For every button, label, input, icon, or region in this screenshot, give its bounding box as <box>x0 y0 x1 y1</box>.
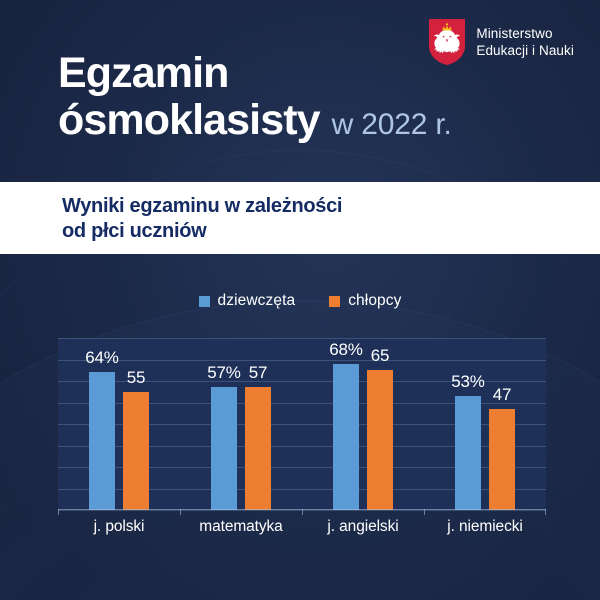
title-line-1: Egzamin <box>58 49 229 97</box>
gridline <box>58 381 546 382</box>
bar-value-label: 47 <box>492 384 512 404</box>
bar-value-label: 65 <box>370 346 390 366</box>
legend-swatch-boys <box>329 295 341 307</box>
category-label: j. niemiecki <box>447 518 523 535</box>
x-axis-tick <box>424 509 425 515</box>
title-year-suffix: w 2022 r. <box>331 108 452 141</box>
legend-label-girls: dziewczęta <box>217 292 296 309</box>
x-axis-tick <box>58 509 59 515</box>
x-axis-tick <box>545 509 546 515</box>
header: Ministerstwo Edukacji i Nauki Egzamin ós… <box>0 0 600 182</box>
bar-value-label: 55 <box>126 367 146 387</box>
bar-dziewczęta[interactable]: 53% <box>451 372 485 510</box>
bar-group: 64% 55 <box>58 338 180 510</box>
gridline <box>58 445 546 447</box>
subtitle-text: Wyniki egzaminu w zależności od płci ucz… <box>62 195 343 242</box>
gridline <box>58 359 546 361</box>
gridline <box>58 467 546 468</box>
ministry-logo-text: Ministerstwo Edukacji i Nauki <box>476 26 574 58</box>
gridline <box>58 402 546 404</box>
legend-item-boys: chłopcy <box>329 292 401 310</box>
bar-chłopcy[interactable]: 55 <box>123 368 149 510</box>
legend-label-boys: chłopcy <box>348 292 402 309</box>
bar-value-label: 64% <box>85 348 119 368</box>
bar-dziewczęta[interactable]: 64% <box>85 348 119 510</box>
category-label: j. polski <box>93 518 145 535</box>
bar-chłopcy[interactable]: 65 <box>367 346 393 510</box>
chart: dziewczęta chłopcy 64% 55 57% 57 68% 65 53% 47 … <box>0 254 600 600</box>
legend-swatch-girls <box>198 295 210 307</box>
x-axis-tick <box>180 509 181 515</box>
x-axis-tick <box>302 509 303 515</box>
gridline <box>58 424 546 425</box>
legend-item-girls: dziewczęta <box>198 292 296 310</box>
bar-group: 68% 65 <box>302 338 424 510</box>
bar-value-label: 68% <box>329 339 363 359</box>
chart-legend: dziewczęta chłopcy <box>0 292 600 310</box>
category-label: j. angielski <box>327 518 399 535</box>
bar-group: 53% 47 <box>424 338 546 510</box>
gridline <box>58 338 546 339</box>
bar-group: 57% 57 <box>180 338 302 510</box>
plot-area: 64% 55 57% 57 68% 65 53% 47 <box>58 338 546 515</box>
bar-value-label: 57% <box>207 363 241 383</box>
subtitle-band: Wyniki egzaminu w zależności od płci ucz… <box>0 182 600 254</box>
bar-dziewczęta[interactable]: 57% <box>207 363 241 510</box>
bar-dziewczęta[interactable]: 68% <box>329 340 363 510</box>
ministry-logo: Ministerstwo Edukacji i Nauki <box>428 18 574 66</box>
page-title: Egzamin ósmoklasisty w 2022 r. <box>58 50 578 148</box>
category-label: matematyka <box>199 518 283 535</box>
bar-value-label: 53% <box>451 372 485 392</box>
bar-chłopcy[interactable]: 57 <box>245 363 271 510</box>
title-line-2: ósmoklasisty <box>58 96 321 144</box>
bar-value-label: 57 <box>248 363 268 383</box>
category-labels: j. polski matematyka j. angielski j. niemie… <box>58 518 546 536</box>
bar-groups: 64% 55 57% 57 68% 65 53% 47 <box>58 338 546 510</box>
bar-chłopcy[interactable]: 47 <box>489 385 515 510</box>
gridline <box>58 488 546 490</box>
polish-eagle-crest-icon <box>429 19 466 65</box>
